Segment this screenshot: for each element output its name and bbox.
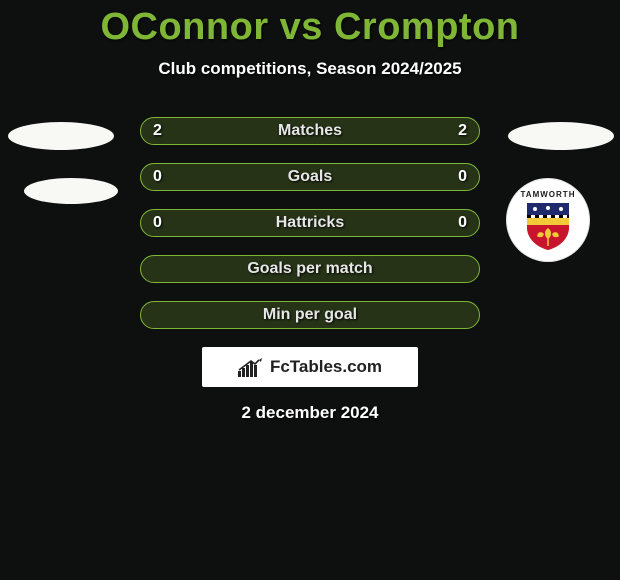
crest-arc-text: TAMWORTH bbox=[521, 190, 576, 199]
club-crest: TAMWORTH bbox=[506, 178, 590, 262]
generated-date: 2 december 2024 bbox=[0, 403, 620, 423]
stat-left-value: 2 bbox=[153, 122, 167, 140]
right-player-badge-1 bbox=[508, 122, 614, 150]
stat-label: Matches bbox=[141, 122, 479, 140]
stat-label: Min per goal bbox=[141, 306, 479, 324]
stat-label: Hattricks bbox=[141, 214, 479, 232]
stat-row-goals: 0 Goals 0 bbox=[140, 163, 480, 191]
barchart-icon bbox=[238, 357, 264, 377]
stat-row-hattricks: 0 Hattricks 0 bbox=[140, 209, 480, 237]
page-subtitle: Club competitions, Season 2024/2025 bbox=[0, 59, 620, 79]
left-player-badge-2 bbox=[24, 178, 118, 204]
stat-left-value: 0 bbox=[153, 214, 167, 232]
stat-right-value: 0 bbox=[453, 214, 467, 232]
stat-label: Goals bbox=[141, 168, 479, 186]
shield-icon bbox=[525, 201, 571, 251]
page-title: OConnor vs Crompton bbox=[0, 0, 620, 49]
attribution-text: FcTables.com bbox=[270, 357, 382, 377]
stat-row-goals-per-match: Goals per match bbox=[140, 255, 480, 283]
stat-row-matches: 2 Matches 2 bbox=[140, 117, 480, 145]
left-player-badge-1 bbox=[8, 122, 114, 150]
stat-row-min-per-goal: Min per goal bbox=[140, 301, 480, 329]
stat-right-value: 2 bbox=[453, 122, 467, 140]
stat-right-value: 0 bbox=[453, 168, 467, 186]
attribution-badge: FcTables.com bbox=[202, 347, 418, 387]
stat-label: Goals per match bbox=[141, 260, 479, 278]
stat-left-value: 0 bbox=[153, 168, 167, 186]
